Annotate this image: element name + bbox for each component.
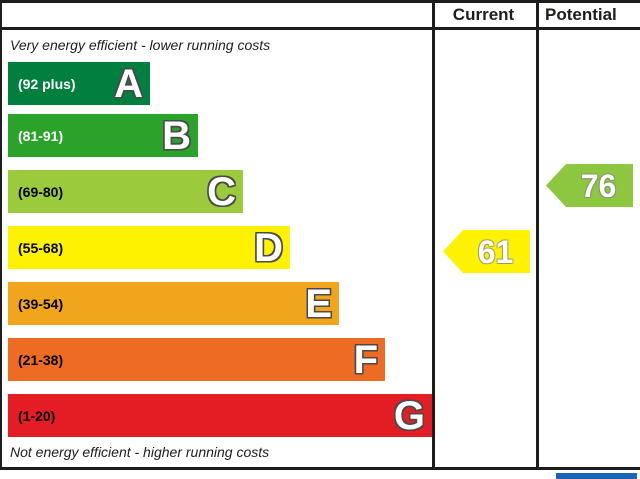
band-row-c: (69-80) C: [8, 170, 243, 213]
band-range-label-d: (55-68): [18, 239, 64, 256]
current-rating-value: 61: [477, 233, 514, 270]
band-letter-d: D: [254, 225, 283, 270]
band-letter-a: A: [114, 61, 143, 106]
band-range-label-g: (1-20): [18, 407, 56, 424]
band-row-e: (39-54) E: [8, 282, 339, 325]
table-top-border: [0, 0, 640, 3]
cropped-blue-box: [556, 473, 637, 479]
band-letter-f: F: [353, 337, 378, 382]
band-bar-c: (69-80) C: [8, 170, 243, 213]
band-range-label-e: (39-54): [18, 295, 64, 312]
band-row-f: (21-38) F: [8, 338, 385, 381]
band-row-a: (92 plus) A: [8, 62, 150, 105]
band-bar-b: (81-91) B: [8, 114, 198, 157]
header-divider-line: [0, 27, 640, 30]
caption-very-efficient: Very energy efficient - lower running co…: [10, 37, 271, 53]
table-bottom-border: [0, 467, 640, 470]
potential-rating-arrow: 76: [546, 164, 633, 207]
potential-rating-value: 76: [580, 167, 617, 204]
band-range-label-f: (21-38): [18, 351, 64, 368]
caption-not-efficient: Not energy efficient - higher running co…: [10, 444, 270, 460]
band-range-label-b: (81-91): [18, 127, 64, 144]
band-bar-f: (21-38) F: [8, 338, 385, 381]
band-bar-a: (92 plus) A: [8, 62, 150, 105]
band-letter-b: B: [162, 113, 191, 158]
band-row-d: (55-68) D: [8, 226, 290, 269]
band-row-g: (1-20) G: [8, 394, 432, 437]
band-range-label-a: (92 plus): [18, 75, 76, 92]
column-header-current: Current: [452, 5, 515, 24]
band-bar-d: (55-68) D: [8, 226, 290, 269]
band-row-b: (81-91) B: [8, 114, 198, 157]
current-column-divider: [432, 0, 435, 470]
potential-column-divider: [536, 0, 539, 470]
band-letter-g: G: [393, 393, 425, 438]
column-header-potential: Potential: [545, 5, 617, 24]
band-bar-e: (39-54) E: [8, 282, 339, 325]
band-bar-g: (1-20) G: [8, 394, 432, 437]
band-letter-c: C: [207, 169, 236, 214]
band-range-label-c: (69-80): [18, 183, 64, 200]
current-rating-arrow: 61: [443, 230, 530, 273]
table-left-border: [0, 0, 2, 470]
band-letter-e: E: [305, 281, 332, 326]
